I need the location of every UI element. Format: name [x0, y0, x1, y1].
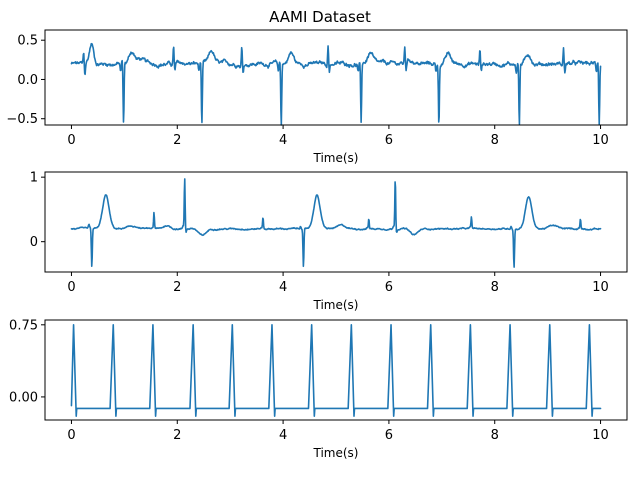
panel-1-x-tick-label: 4 [279, 133, 287, 148]
panel-3-x-tick-label: 2 [173, 428, 181, 443]
panel-1-x-tick-label: 8 [491, 133, 499, 148]
panel-2-x-tick-label: 0 [67, 280, 75, 295]
panel-2-signal-line [70, 178, 602, 268]
panel-3-x-tick-label: 10 [592, 428, 609, 443]
panel-2-x-tick-label: 8 [491, 280, 499, 295]
panel-1-signal-line [70, 42, 602, 126]
panel-2-x-tick-label: 10 [592, 280, 609, 295]
panel-3-y-tick-label: 0.00 [9, 390, 38, 405]
panel-1-x-tick-label: 0 [67, 133, 75, 148]
panel-1-x-tick-label: 6 [385, 133, 393, 148]
panel-2-y-tick-label: 0 [30, 235, 38, 250]
panel-3-x-tick-label: 0 [67, 428, 75, 443]
panel-2-x-axis-label: Time(s) [313, 298, 359, 312]
panel-1-y-tick-label: 0.5 [17, 34, 38, 49]
panel-2-x-tick-label: 6 [385, 280, 393, 295]
panel-2-x-tick-label: 2 [173, 280, 181, 295]
panel-2-x-tick-label: 4 [279, 280, 287, 295]
panel-1-x-tick-label: 10 [592, 133, 609, 148]
panel-3-x-tick-label: 8 [491, 428, 499, 443]
panel-3-signal-line [70, 324, 602, 417]
panel-2-y-tick-label: 1 [30, 171, 38, 186]
panel-3-x-tick-label: 6 [385, 428, 393, 443]
panel-3-x-axis-label: Time(s) [313, 446, 359, 460]
panel-3-y-tick-label: 0.75 [9, 318, 38, 333]
panel-1-y-tick-label: 0.0 [17, 73, 38, 88]
panel-3-axes-frame [44, 319, 628, 421]
panel-1-y-tick-label: −0.5 [6, 112, 38, 127]
figure-title: AAMI Dataset [269, 8, 371, 26]
panel-1-x-axis-label: Time(s) [313, 151, 359, 165]
panel-1-x-tick-label: 2 [173, 133, 181, 148]
panel-2-axes-frame [44, 171, 628, 273]
panel-3-x-tick-label: 4 [279, 428, 287, 443]
panel-1-axes-frame [44, 29, 628, 126]
